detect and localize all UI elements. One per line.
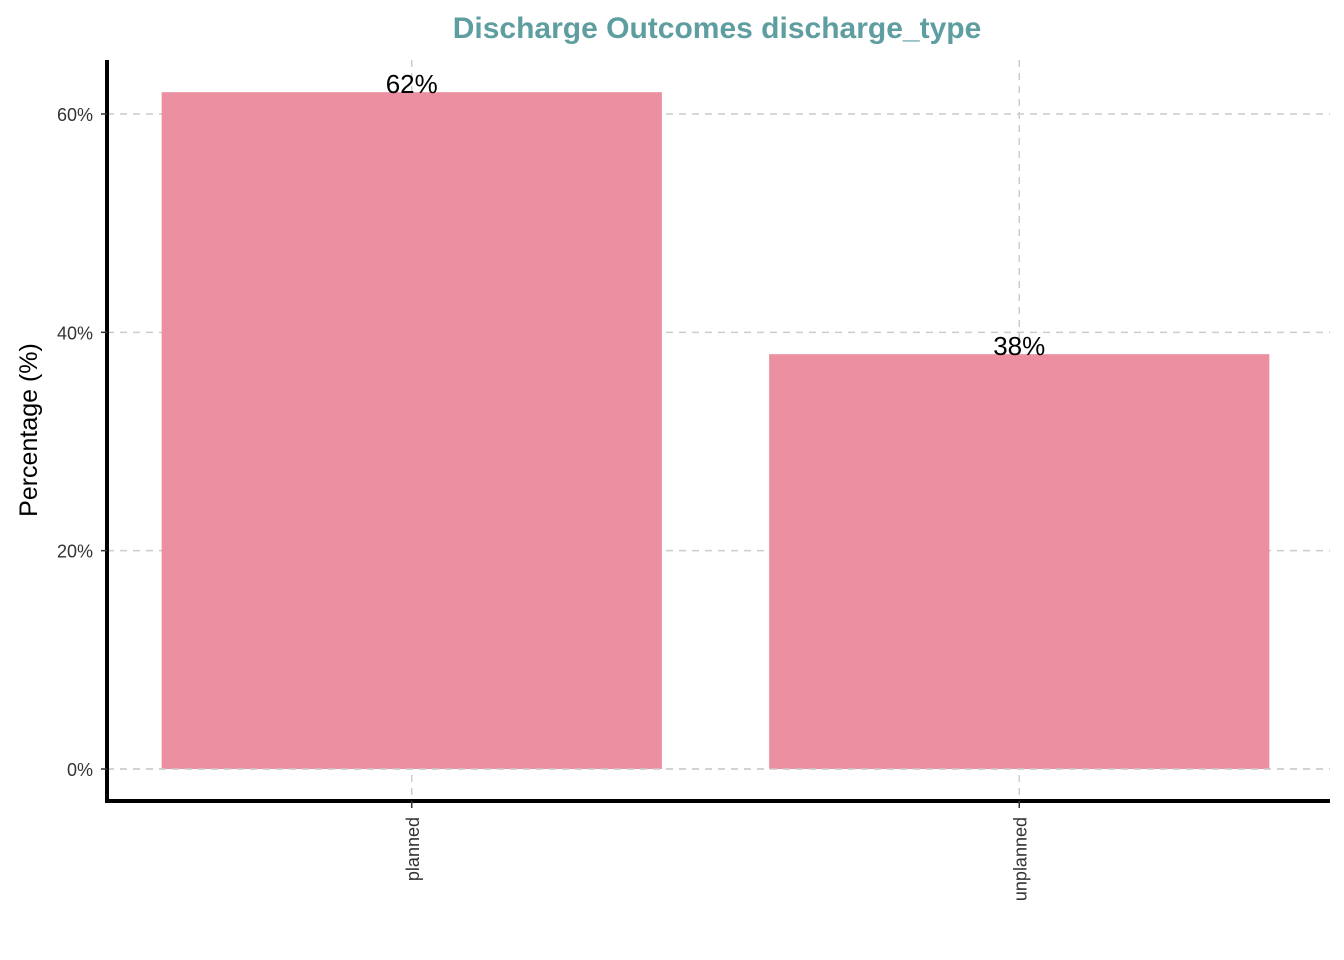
y-tick-label: 60%	[57, 105, 93, 125]
data-label: 38%	[993, 331, 1045, 361]
y-tick-label: 20%	[57, 542, 93, 562]
bar-planned	[161, 92, 662, 769]
data-label: 62%	[386, 69, 438, 99]
bars-layer	[107, 92, 1330, 770]
data-labels-layer: 62% 38%	[386, 69, 1046, 361]
bar-unplanned	[769, 354, 1270, 769]
y-tick-label: 40%	[57, 323, 93, 343]
ticks-layer: 0% 20% 40% 60% planned unplanned	[57, 105, 1030, 901]
y-tick-label: 0%	[67, 760, 93, 780]
x-tick-label: planned	[403, 817, 423, 881]
axes-layer	[105, 60, 1330, 803]
y-axis-label: Percentage (%)	[15, 343, 43, 517]
x-tick-label: unplanned	[1010, 817, 1030, 901]
chart-title: Discharge Outcomes discharge_type	[453, 12, 982, 45]
